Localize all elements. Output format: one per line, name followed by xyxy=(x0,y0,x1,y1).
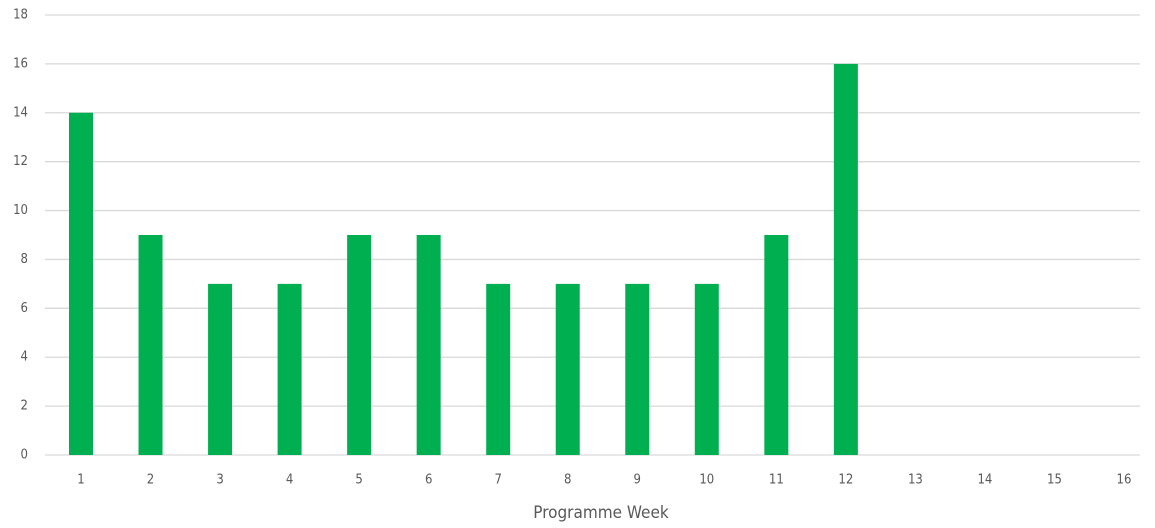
bar xyxy=(347,235,372,455)
x-tick-label: 16 xyxy=(1117,473,1132,488)
bar xyxy=(625,283,650,455)
x-tick-label: 8 xyxy=(564,473,571,488)
bar xyxy=(694,283,719,455)
bar xyxy=(208,283,233,455)
y-tick-label: 4 xyxy=(21,350,28,365)
bar xyxy=(764,235,789,455)
bar xyxy=(138,235,163,455)
bar xyxy=(277,283,302,455)
bar xyxy=(69,112,93,456)
x-tick-label: 4 xyxy=(286,473,293,488)
y-tick-label: 12 xyxy=(13,154,28,169)
x-tick-label: 14 xyxy=(977,473,992,488)
x-tick-label: 12 xyxy=(838,473,853,488)
y-tick-label: 2 xyxy=(21,399,28,414)
y-tick-label: 10 xyxy=(13,203,28,218)
y-tick-label: 16 xyxy=(13,56,28,71)
y-tick-label: 8 xyxy=(21,252,28,267)
bar xyxy=(833,63,858,456)
x-tick-label: 2 xyxy=(147,473,154,488)
x-axis-title: Programme Week xyxy=(533,503,669,523)
bar xyxy=(416,235,441,455)
x-tick-label: 9 xyxy=(634,473,641,488)
x-tick-label: 6 xyxy=(425,473,432,488)
x-tick-label: 7 xyxy=(494,473,501,488)
y-tick-label: 18 xyxy=(13,8,28,23)
x-tick-label: 10 xyxy=(699,473,714,488)
y-tick-label: 14 xyxy=(13,105,28,120)
x-tick-label: 13 xyxy=(908,473,923,488)
bar xyxy=(486,283,511,455)
y-tick-label: 0 xyxy=(21,448,28,463)
x-tick-label: 3 xyxy=(216,473,223,488)
x-tick-label: 15 xyxy=(1047,473,1062,488)
x-tick-label: 1 xyxy=(77,473,84,488)
x-tick-label: 11 xyxy=(769,473,784,488)
x-tick-label: 5 xyxy=(355,473,362,488)
bar xyxy=(555,283,580,455)
y-tick-label: 6 xyxy=(21,301,28,316)
